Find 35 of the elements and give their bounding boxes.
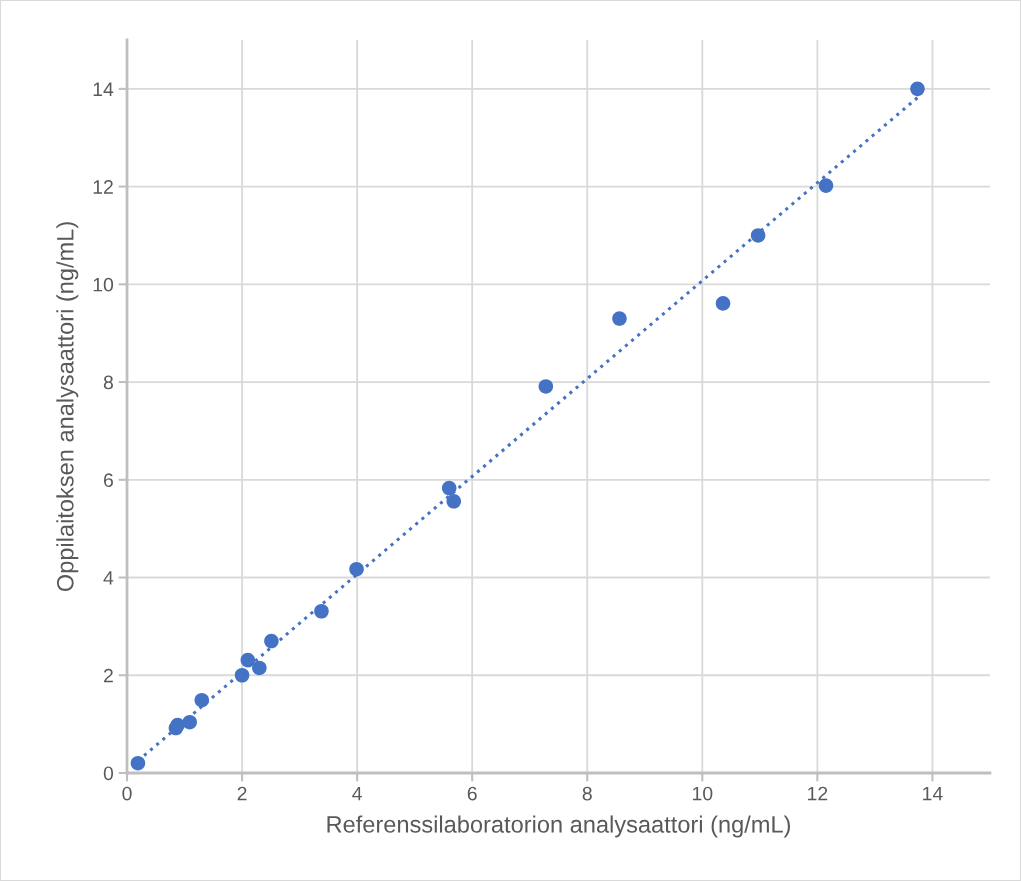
x-tick-label: 10	[692, 786, 713, 801]
y-tick-label: 12	[93, 180, 113, 194]
point	[441, 480, 457, 496]
point	[818, 178, 834, 193]
point	[750, 228, 766, 243]
y-tick-label: 14	[93, 82, 114, 96]
point	[234, 667, 250, 683]
x-axis-title: Referenssilaboratorion analysaattori (ng/mL)	[327, 815, 790, 838]
x-tick-label: 4	[352, 786, 362, 801]
point	[264, 633, 279, 649]
x-tick-label: 0	[122, 786, 132, 801]
y-tick-label: 2	[103, 668, 113, 683]
point	[446, 494, 462, 509]
point	[910, 81, 925, 97]
point	[715, 296, 731, 311]
y-tick-label: 4	[103, 571, 114, 585]
point	[612, 311, 627, 326]
x-tick-label: 8	[582, 786, 592, 801]
point	[240, 652, 256, 668]
y-tick-label: 8	[103, 375, 113, 390]
point	[538, 379, 554, 394]
point	[314, 603, 329, 619]
y-tick-label: 6	[103, 473, 113, 488]
x-tick-label: 2	[237, 786, 247, 801]
point	[182, 714, 197, 730]
point	[349, 561, 364, 577]
point	[194, 692, 210, 708]
y-axis-title: Oppilaitoksen analysaattori (ng/mL)	[56, 222, 79, 592]
point	[130, 755, 146, 771]
x-tick-label: 12	[808, 786, 828, 801]
point	[252, 660, 267, 676]
y-tick-label: 0	[103, 766, 114, 781]
x-tick-label: 14	[923, 786, 943, 801]
x-tick-label: 6	[467, 786, 477, 801]
y-tick-label: 10	[93, 277, 114, 292]
